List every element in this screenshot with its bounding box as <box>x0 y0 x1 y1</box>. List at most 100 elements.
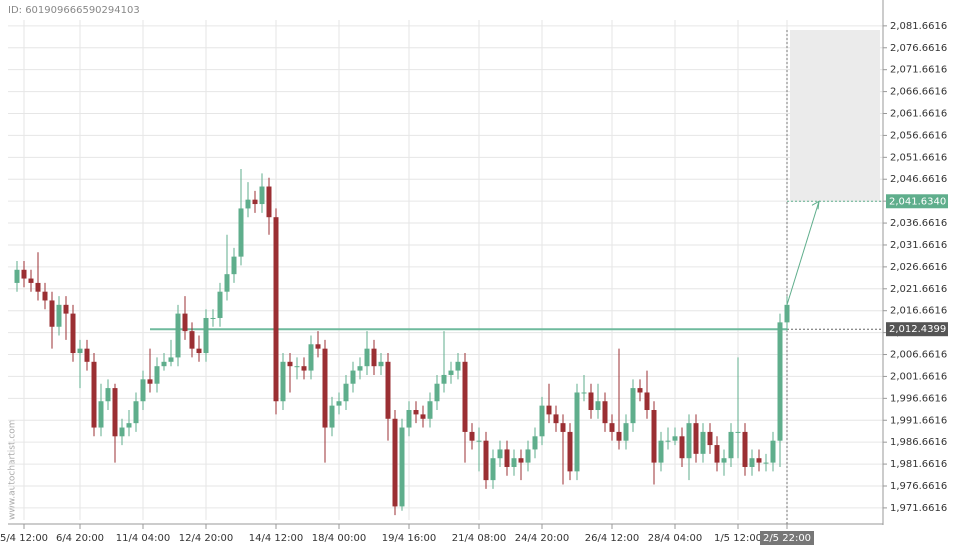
candle-body <box>532 436 538 450</box>
candle-body <box>539 405 545 437</box>
candle-body <box>707 431 713 446</box>
candle-body <box>336 401 342 406</box>
y-tick-label: 1,981.6616 <box>890 459 947 470</box>
candle-body <box>70 313 76 354</box>
candle-body <box>147 379 153 384</box>
candle-body <box>672 436 678 441</box>
candle-body <box>427 401 433 419</box>
candle-body <box>469 431 475 441</box>
candle-body <box>182 313 188 332</box>
candle-body <box>616 431 622 441</box>
x-tick-label: 26/4 12:00 <box>585 533 639 544</box>
candle-body <box>784 304 790 323</box>
candle-body <box>504 449 510 467</box>
candle-body <box>651 410 657 463</box>
candle-body <box>476 440 482 442</box>
candle-body <box>763 462 769 464</box>
candle-body <box>378 361 384 367</box>
y-tick-label: 2,001.6616 <box>890 371 947 382</box>
candle-body <box>637 388 643 393</box>
y-tick-label: 2,051.6616 <box>890 152 947 163</box>
candle-body <box>105 388 111 402</box>
candle-body <box>42 291 48 301</box>
y-tick-label: 2,021.6616 <box>890 284 947 295</box>
candle-body <box>679 436 685 459</box>
y-tick-label: 1,991.6616 <box>890 415 947 426</box>
candle-body <box>196 348 202 354</box>
candle-body <box>623 423 629 441</box>
candle-body <box>518 458 524 463</box>
candle-body <box>224 274 230 292</box>
candle-body <box>189 331 195 349</box>
candle-body <box>77 348 83 354</box>
candle-body <box>455 361 461 371</box>
forecast-arrowhead <box>811 200 820 210</box>
candle-body <box>742 431 748 467</box>
target-label-bg <box>886 194 948 209</box>
x-label-highlight <box>760 531 814 545</box>
candle-body <box>259 186 265 205</box>
candle-body <box>630 388 636 424</box>
y-tick-label: 2,036.6616 <box>890 218 947 229</box>
y-tick-label: 2,056.6616 <box>890 130 947 141</box>
y-tick-label: 2,066.6616 <box>890 87 947 98</box>
candle-body <box>490 458 496 481</box>
candle-body <box>700 431 706 454</box>
candle-body <box>693 423 699 454</box>
y-tick-label: 1,986.6616 <box>890 437 947 448</box>
y-tick-label: 1,971.6616 <box>890 503 947 514</box>
candle-body <box>553 414 559 424</box>
y-tick-label: 2,081.6616 <box>890 21 947 32</box>
x-tick-label: 11/4 04:00 <box>116 533 170 544</box>
candle-body <box>602 401 608 424</box>
y-tick-label: 2,076.6616 <box>890 43 947 54</box>
candle-body <box>168 357 174 362</box>
candle-body <box>371 348 377 367</box>
candle-body <box>364 348 370 367</box>
candle-body <box>84 348 90 362</box>
x-tick-label: 28/4 04:00 <box>648 533 702 544</box>
x-tick-label: 24/4 20:00 <box>515 533 569 544</box>
candle-body <box>301 366 307 371</box>
candle-body <box>210 317 216 319</box>
candle-body <box>126 423 132 428</box>
candle-body <box>231 256 237 275</box>
candle-body <box>119 427 125 437</box>
candle-body <box>175 313 181 358</box>
candle-body <box>203 317 209 354</box>
candle-body <box>35 282 41 292</box>
candle-body <box>28 278 34 283</box>
candle-body <box>686 423 692 459</box>
candle-body <box>217 291 223 318</box>
y-tick-label: 1,976.6616 <box>890 481 947 492</box>
candle-body <box>154 366 160 384</box>
candle-body <box>49 300 55 327</box>
candle-body <box>63 304 69 314</box>
candle-body <box>721 458 727 463</box>
y-tick-label: 2,046.6616 <box>890 174 947 185</box>
candle-body <box>161 361 167 367</box>
level-label-bg <box>886 322 948 337</box>
candle-body <box>140 379 146 402</box>
candle-body <box>567 431 573 472</box>
x-tick-label: 18/4 00:00 <box>312 533 366 544</box>
y-tick-label: 2,016.6616 <box>890 306 947 317</box>
candle-body <box>595 401 601 411</box>
candle-body <box>238 208 244 257</box>
candle-body <box>420 414 426 419</box>
y-tick-label: 2,026.6616 <box>890 262 947 273</box>
candle-body <box>574 392 580 472</box>
candle-body <box>315 344 321 349</box>
candle-body <box>714 445 720 463</box>
chart-id: ID: 601909666590294103 <box>8 5 140 16</box>
candle-body <box>14 269 20 283</box>
candle-body <box>273 217 279 402</box>
x-tick-label: 14/4 12:00 <box>249 533 303 544</box>
x-tick-label: 21/4 08:00 <box>452 533 506 544</box>
y-tick-label: 2,006.6616 <box>890 350 947 361</box>
candle-body <box>497 449 503 459</box>
target-label: 2,041.6340 <box>889 196 946 207</box>
candle-body <box>665 440 671 442</box>
target-zone <box>790 30 880 202</box>
